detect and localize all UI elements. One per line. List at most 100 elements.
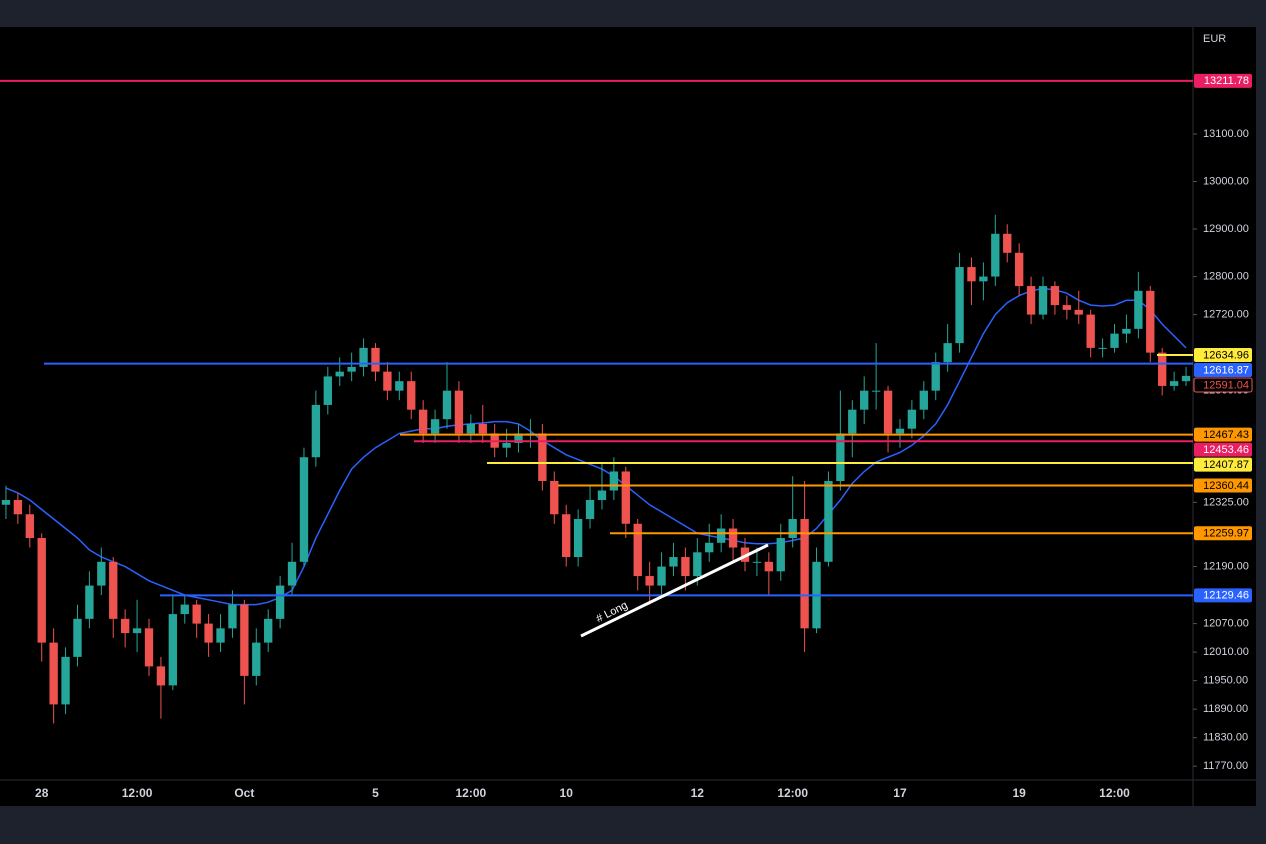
candle-body bbox=[585, 500, 595, 520]
y-tick-label: 12325.00 bbox=[1203, 496, 1249, 508]
candle-body bbox=[788, 519, 797, 539]
price-label: 12634.96 bbox=[1203, 349, 1249, 361]
x-tick-label: 12:00 bbox=[122, 786, 153, 800]
candle-body bbox=[311, 404, 321, 458]
candle-body bbox=[836, 433, 845, 481]
price-label-box bbox=[1193, 377, 1253, 393]
candle-body bbox=[681, 557, 690, 577]
candle-body bbox=[132, 628, 142, 634]
candle-body bbox=[371, 347, 380, 372]
candle-body bbox=[252, 642, 261, 676]
candle-body bbox=[919, 390, 928, 410]
candle-body bbox=[943, 343, 952, 363]
price-label: 12407.87 bbox=[1203, 459, 1249, 471]
y-tick-label: 11890.00 bbox=[1203, 703, 1248, 715]
x-tick-label: 5 bbox=[372, 786, 379, 800]
candle-body bbox=[228, 604, 237, 629]
candle-body bbox=[1122, 328, 1131, 334]
candle-body bbox=[287, 561, 297, 586]
candle-body bbox=[478, 423, 487, 434]
price-label: 12360.44 bbox=[1203, 480, 1249, 492]
candle-body bbox=[883, 390, 893, 434]
currency-label: EUR bbox=[1203, 33, 1226, 45]
candle-body bbox=[61, 656, 70, 705]
candle-body bbox=[1014, 252, 1024, 287]
price-label-box bbox=[1194, 457, 1252, 472]
candle-body bbox=[693, 552, 702, 577]
candle-body bbox=[716, 528, 726, 543]
candle-body bbox=[871, 390, 881, 392]
price-label-box bbox=[1194, 348, 1252, 363]
y-tick-label: 12800.00 bbox=[1203, 270, 1249, 282]
candle-body bbox=[1086, 314, 1095, 348]
x-tick-label: 12 bbox=[691, 786, 705, 800]
candle-body bbox=[335, 371, 344, 377]
price-label-box bbox=[1194, 73, 1252, 88]
candle-body bbox=[669, 557, 678, 567]
candle-body bbox=[621, 471, 630, 524]
candle-body bbox=[454, 390, 464, 434]
candle-body bbox=[1, 500, 11, 505]
candle-body bbox=[776, 538, 785, 572]
candle-body bbox=[979, 276, 988, 282]
candle-body bbox=[514, 433, 523, 443]
candle-body bbox=[192, 604, 201, 624]
candle-body bbox=[1038, 286, 1048, 315]
candle-body bbox=[609, 471, 619, 491]
y-tick-label: 11770.00 bbox=[1203, 760, 1248, 772]
x-tick-label: 12:00 bbox=[455, 786, 486, 800]
candle-body bbox=[466, 423, 476, 434]
y-tick-label: 12900.00 bbox=[1203, 223, 1249, 235]
candle-body bbox=[109, 561, 118, 619]
price-label: 12259.97 bbox=[1203, 528, 1249, 540]
candle-body bbox=[1110, 333, 1119, 348]
price-label-box bbox=[1194, 526, 1252, 541]
candle-body bbox=[597, 490, 607, 501]
price-label: 12591.04 bbox=[1203, 379, 1249, 391]
candle-body bbox=[168, 614, 178, 686]
candle-body bbox=[180, 604, 189, 615]
price-label-box bbox=[1194, 442, 1252, 457]
candle-body bbox=[1062, 305, 1072, 310]
candle-body bbox=[1003, 233, 1012, 253]
candle-body bbox=[824, 480, 833, 562]
y-tick-label: 12070.00 bbox=[1203, 618, 1249, 630]
candle-body bbox=[13, 500, 23, 515]
price-label: 12467.43 bbox=[1203, 429, 1249, 441]
candle-body bbox=[49, 642, 58, 705]
candle-body bbox=[657, 566, 666, 586]
price-label-box bbox=[1194, 588, 1252, 603]
candle-body bbox=[264, 618, 273, 643]
candle-body bbox=[418, 409, 428, 434]
candle-body bbox=[705, 542, 714, 553]
candle-body bbox=[538, 433, 547, 481]
candle-body bbox=[1026, 286, 1036, 315]
candle-body bbox=[73, 618, 82, 657]
candle-body bbox=[407, 381, 416, 410]
candle-body bbox=[156, 666, 166, 686]
moving-average bbox=[5, 287, 1187, 606]
candle-body bbox=[848, 409, 857, 434]
price-label: 12129.46 bbox=[1203, 590, 1249, 602]
trend-line bbox=[580, 543, 769, 638]
price-label: 12453.46 bbox=[1203, 444, 1249, 456]
price-label-box bbox=[1194, 478, 1252, 493]
y-tick-label: 12720.00 bbox=[1203, 309, 1249, 321]
candle-body bbox=[764, 561, 774, 572]
y-tick-label: 13100.00 bbox=[1203, 128, 1249, 140]
candle-body bbox=[562, 514, 571, 558]
candle-body bbox=[502, 442, 511, 448]
candle-body bbox=[550, 480, 559, 515]
y-tick-label: 12190.00 bbox=[1203, 560, 1249, 572]
candle-body bbox=[383, 371, 392, 391]
candle-body bbox=[240, 604, 249, 676]
candle-body bbox=[25, 514, 34, 539]
candle-body bbox=[895, 428, 905, 434]
x-tick-label: 17 bbox=[893, 786, 907, 800]
price-label-box bbox=[1194, 427, 1252, 442]
candle-body bbox=[144, 628, 154, 667]
candle-body bbox=[323, 376, 332, 405]
candle-body bbox=[860, 390, 869, 410]
